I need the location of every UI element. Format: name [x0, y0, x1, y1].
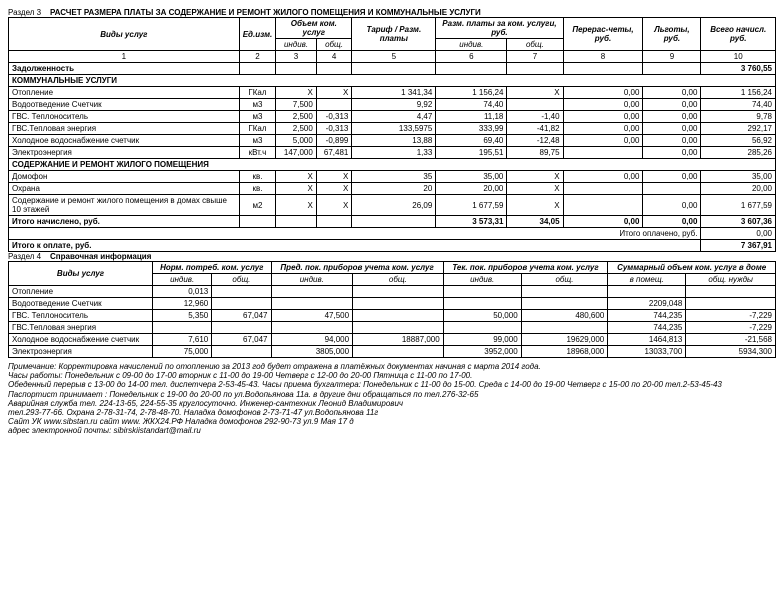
row-itogo-k-opl: Итого к оплате, руб. 7 367,91: [9, 240, 776, 252]
colnum-row: 1 2 3 4 5 6 7 8 9 10: [9, 51, 776, 63]
note-line: адрес электронной почты: sibirskiistanda…: [8, 426, 776, 435]
row-elektro: Электроэнергия кВт.ч 147,000 67,481 1,33…: [9, 147, 776, 159]
section3-title: РАСЧЕТ РАЗМЕРА ПЛАТЫ ЗА СОДЕРЖАНИЕ И РЕМ…: [50, 8, 481, 17]
hdr-pere: Перерас-четы, руб.: [563, 18, 643, 51]
s4-row-gvs-tep: ГВС. Теплоноситель 5,350 67,047 47,500 5…: [9, 310, 776, 322]
row-domofon: Домофон кв. X X 35 35,00 X 0,00 0,00 35,…: [9, 171, 776, 183]
table-header-row: Виды услуг Ед.изм. Объем ком. услуг Тари…: [9, 18, 776, 39]
note-line: Примечание: Корректировка начислений по …: [8, 362, 776, 371]
row-ohrana: Охрана кв. X X 20 20,00 X 20,00: [9, 183, 776, 195]
row-vodootv: Водоотведение Счетчик м3 7,500 9,92 74,4…: [9, 99, 776, 111]
hdr-razm: Разм. платы за ком. услуги, руб.: [436, 18, 563, 39]
note-line: Сайт УК www.sibstan.ru сайт www. ЖКХ24.Р…: [8, 417, 776, 426]
hdr-ed: Ед.изм.: [239, 18, 276, 51]
hdr-tarif: Тариф / Разм. платы: [352, 18, 436, 51]
hdr-vid: Виды услуг: [9, 18, 240, 51]
section3-label: Раздел 3: [8, 8, 41, 17]
section4-label: Раздел 4: [8, 252, 41, 261]
note-line: Обеденный перерыв с 13-00 до 14-00 тел. …: [8, 380, 776, 389]
section4-header: Раздел 4 Справочная информация: [8, 252, 776, 261]
row-kommun-hdr: КОММУНАЛЬНЫЕ УСЛУГИ: [9, 75, 776, 87]
note-line: Аварийная служба тел. 224-13-65, 224-55-…: [8, 399, 776, 408]
note-line: Часы работы: Понедельник с 09-00 до 17-0…: [8, 371, 776, 380]
row-gvs-ener: ГВС.Тепловая энергия ГКал 2,500 -0,313 1…: [9, 123, 776, 135]
section4-title: Справочная информация: [50, 252, 151, 261]
row-itogo-opl: Итого оплачено, руб. 0,00: [9, 228, 776, 240]
table-section3: Виды услуг Ед.изм. Объем ком. услуг Тари…: [8, 17, 776, 252]
s4-row-gvs-ener: ГВС.Тепловая энергия 744,235 -7,229: [9, 322, 776, 334]
row-zadolzh: Задолженность 3 760,55: [9, 63, 776, 75]
hdr-indiv2: индив.: [436, 39, 507, 51]
hdr-obsh1: общ.: [316, 39, 352, 51]
hdr-obem: Объем ком. услуг: [276, 18, 352, 39]
row-sodr-hdr: СОДЕРЖАНИЕ И РЕМОНТ ЖИЛОГО ПОМЕЩЕНИЯ: [9, 159, 776, 171]
row-otopl: Отопление ГКал X X 1 341,34 1 156,24 X 0…: [9, 87, 776, 99]
s4-row-vodootv: Водоотведение Счетчик 12,960 2209,048: [9, 298, 776, 310]
section3-header: Раздел 3 РАСЧЕТ РАЗМЕРА ПЛАТЫ ЗА СОДЕРЖА…: [8, 8, 776, 17]
note-line: тел.293-77-66. Охрана 2-78-31-74, 2-78-4…: [8, 408, 776, 417]
hdr-obsh2: общ.: [507, 39, 563, 51]
row-itogo-nach: Итого начислено, руб. 3 573,31 34,05 0,0…: [9, 216, 776, 228]
hdr-vsego: Всего начисл. руб.: [701, 18, 776, 51]
note-line: Паспортист принимает : Понедельник с 19-…: [8, 390, 776, 399]
table-section4: Виды услуг Норм. потреб. ком. услуг Пред…: [8, 261, 776, 358]
hdr-indiv1: индив.: [276, 39, 317, 51]
s4-header-row: Виды услуг Норм. потреб. ком. услуг Пред…: [9, 262, 776, 274]
row-soderzh: Содержание и ремонт жилого помещения в д…: [9, 195, 776, 216]
s4-row-otopl: Отопление 0,013: [9, 286, 776, 298]
s4-row-elektro: Электроэнергия 75,000 3805,000 3952,000 …: [9, 346, 776, 358]
s4-row-hol-vod: Холодное водоснабжение счетчик 7,610 67,…: [9, 334, 776, 346]
row-hol-vod: Холодное водоснабжение счетчик м3 5,000 …: [9, 135, 776, 147]
hdr-lgot: Льготы, руб.: [643, 18, 701, 51]
row-gvs-tep: ГВС. Теплоноситель м3 2,500 -0,313 4,47 …: [9, 111, 776, 123]
notes-block: Примечание: Корректировка начислений по …: [8, 362, 776, 436]
